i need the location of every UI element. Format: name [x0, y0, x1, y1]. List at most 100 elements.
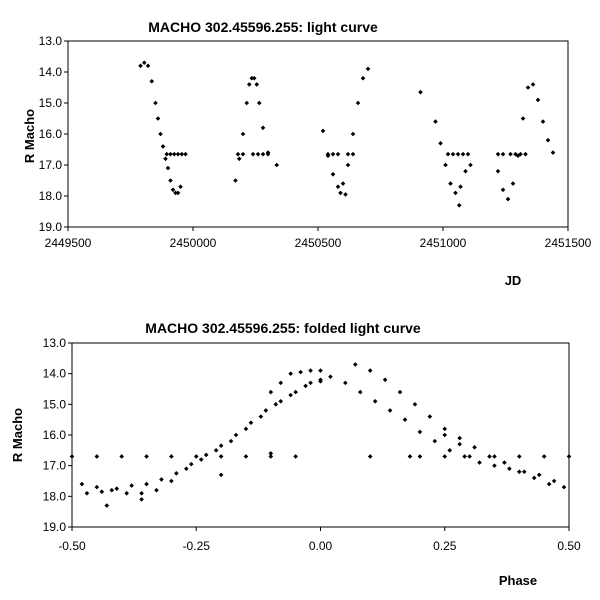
chart-0-data-point	[260, 151, 266, 157]
chart-1-data-point	[561, 484, 567, 490]
chart-0-data-point	[335, 184, 341, 189]
chart-0-data-point	[265, 151, 271, 157]
chart-1-y-tick-label: 14.0	[43, 367, 67, 381]
chart-1-x-axis-label: Phase	[499, 573, 537, 588]
chart-1-data-point	[263, 408, 269, 413]
chart-1-data-point	[124, 490, 129, 496]
chart-0-data-point	[320, 128, 326, 134]
chart-0-data-point	[244, 100, 250, 106]
chart-1-data-point	[407, 454, 413, 459]
chart-1-data-point	[328, 374, 333, 380]
chart-1-data-point	[218, 454, 224, 459]
chart-1-data-point	[243, 426, 249, 432]
folded-light-curve-chart: MACHO 302.45596.255: folded light curve 1…	[10, 320, 581, 588]
chart-0-data-point	[338, 190, 343, 196]
chart-1-data-point	[268, 454, 274, 459]
chart-0-data-point	[175, 151, 181, 157]
chart-0-y-tick-label: 15.0	[39, 96, 63, 110]
chart-1-data-point	[193, 454, 199, 459]
chart-0-data-point	[171, 151, 177, 157]
chart-1-title: MACHO 302.45596.255: folded light curve	[145, 320, 421, 336]
chart-0-data-point	[233, 178, 238, 183]
chart-1-data-point	[357, 389, 363, 395]
chart-1-data-point	[517, 469, 522, 475]
chart-0-data-point	[500, 187, 506, 193]
chart-1-data-point	[417, 429, 423, 435]
chart-1-data-point	[154, 487, 159, 493]
chart-0-data-point	[170, 187, 176, 193]
chart-0-data-point	[465, 151, 471, 157]
chart-0-data-point	[175, 190, 181, 196]
chart-0-data-point	[254, 82, 260, 87]
chart-1-data-point	[367, 454, 373, 459]
chart-0-data-point	[274, 162, 280, 168]
chart-0-data-point	[418, 89, 423, 95]
chart-0-data-point	[255, 151, 261, 157]
chart-0-data-point	[155, 116, 161, 121]
chart-1-data-point	[213, 448, 219, 453]
chart-1-data-point	[566, 454, 572, 459]
chart-1-x-tick-label: 0.00	[309, 539, 333, 553]
chart-1-data-point	[303, 383, 308, 389]
chart-1-data-point	[492, 454, 497, 459]
chart-0-data-point	[340, 181, 346, 186]
chart-1-data-point	[109, 487, 115, 493]
chart-1-data-point	[268, 451, 274, 456]
chart-1-data-point	[462, 454, 467, 459]
chart-1-y-tick-label: 18.0	[43, 489, 67, 503]
chart-1-data-point	[94, 484, 100, 490]
chart-0-data-point	[335, 151, 341, 157]
chart-1-data-point	[417, 454, 423, 459]
chart-0-data-point	[495, 151, 501, 157]
chart-1-data-point	[372, 398, 378, 404]
chart-0-data-point	[165, 165, 171, 171]
chart-0-data-point	[455, 151, 461, 157]
chart-0-data-point	[168, 178, 173, 183]
chart-0-data-point	[508, 151, 513, 157]
chart-0-y-tick-label: 14.0	[39, 65, 63, 79]
chart-0-data-point	[149, 79, 155, 84]
chart-0-y-tick-label: 19.0	[39, 220, 63, 234]
chart-1-data-point	[184, 466, 189, 472]
chart-1-data-point	[243, 454, 249, 459]
chart-1-data-point	[442, 432, 448, 438]
chart-1-data-point	[69, 454, 75, 459]
chart-0-data-point	[445, 151, 451, 157]
chart-0-data-point	[458, 184, 463, 189]
chart-0-data-point	[330, 172, 336, 177]
chart-1-data-point	[99, 489, 105, 495]
chart-0-data-point	[365, 66, 371, 72]
chart-1-data-point	[79, 481, 85, 487]
chart-1-data-point	[492, 463, 497, 468]
chart-0-x-tick-label: 2449500	[45, 236, 92, 250]
chart-0-data-point	[173, 190, 178, 196]
chart-1-data-point	[502, 460, 507, 465]
chart-0-data-point	[518, 151, 523, 157]
chart-0-data-points	[138, 60, 556, 208]
chart-0-data-point	[513, 151, 518, 157]
chart-0-data-point	[500, 151, 506, 157]
chart-0-x-tick-label: 2450000	[170, 236, 217, 250]
chart-0-data-point	[164, 151, 170, 157]
chart-0-data-point	[515, 153, 521, 158]
chart-1-data-point	[387, 408, 393, 413]
chart-0-data-point	[460, 151, 466, 157]
chart-1-data-point	[472, 444, 477, 450]
chart-0-data-point	[355, 100, 361, 106]
chart-1-y-axis-label: R Macho	[10, 408, 25, 462]
chart-1-data-point	[457, 435, 462, 441]
chart-1-data-point	[536, 472, 542, 478]
chart-0-data-point	[350, 151, 356, 157]
chart-0-title: MACHO 302.45596.255: light curve	[148, 19, 378, 35]
chart-1-data-point	[139, 490, 144, 496]
chart-1-x-tick-label: -0.50	[58, 539, 86, 553]
chart-0-x-tick-label: 2450500	[295, 236, 342, 250]
chart-1-data-point	[442, 426, 448, 432]
chart-0-data-point	[433, 119, 438, 124]
chart-0-y-tick-label: 17.0	[39, 158, 63, 172]
chart-0-data-point	[158, 131, 163, 137]
chart-0-data-point	[345, 162, 351, 168]
chart-1-data-point	[278, 398, 284, 404]
chart-1-data-point	[507, 466, 512, 472]
